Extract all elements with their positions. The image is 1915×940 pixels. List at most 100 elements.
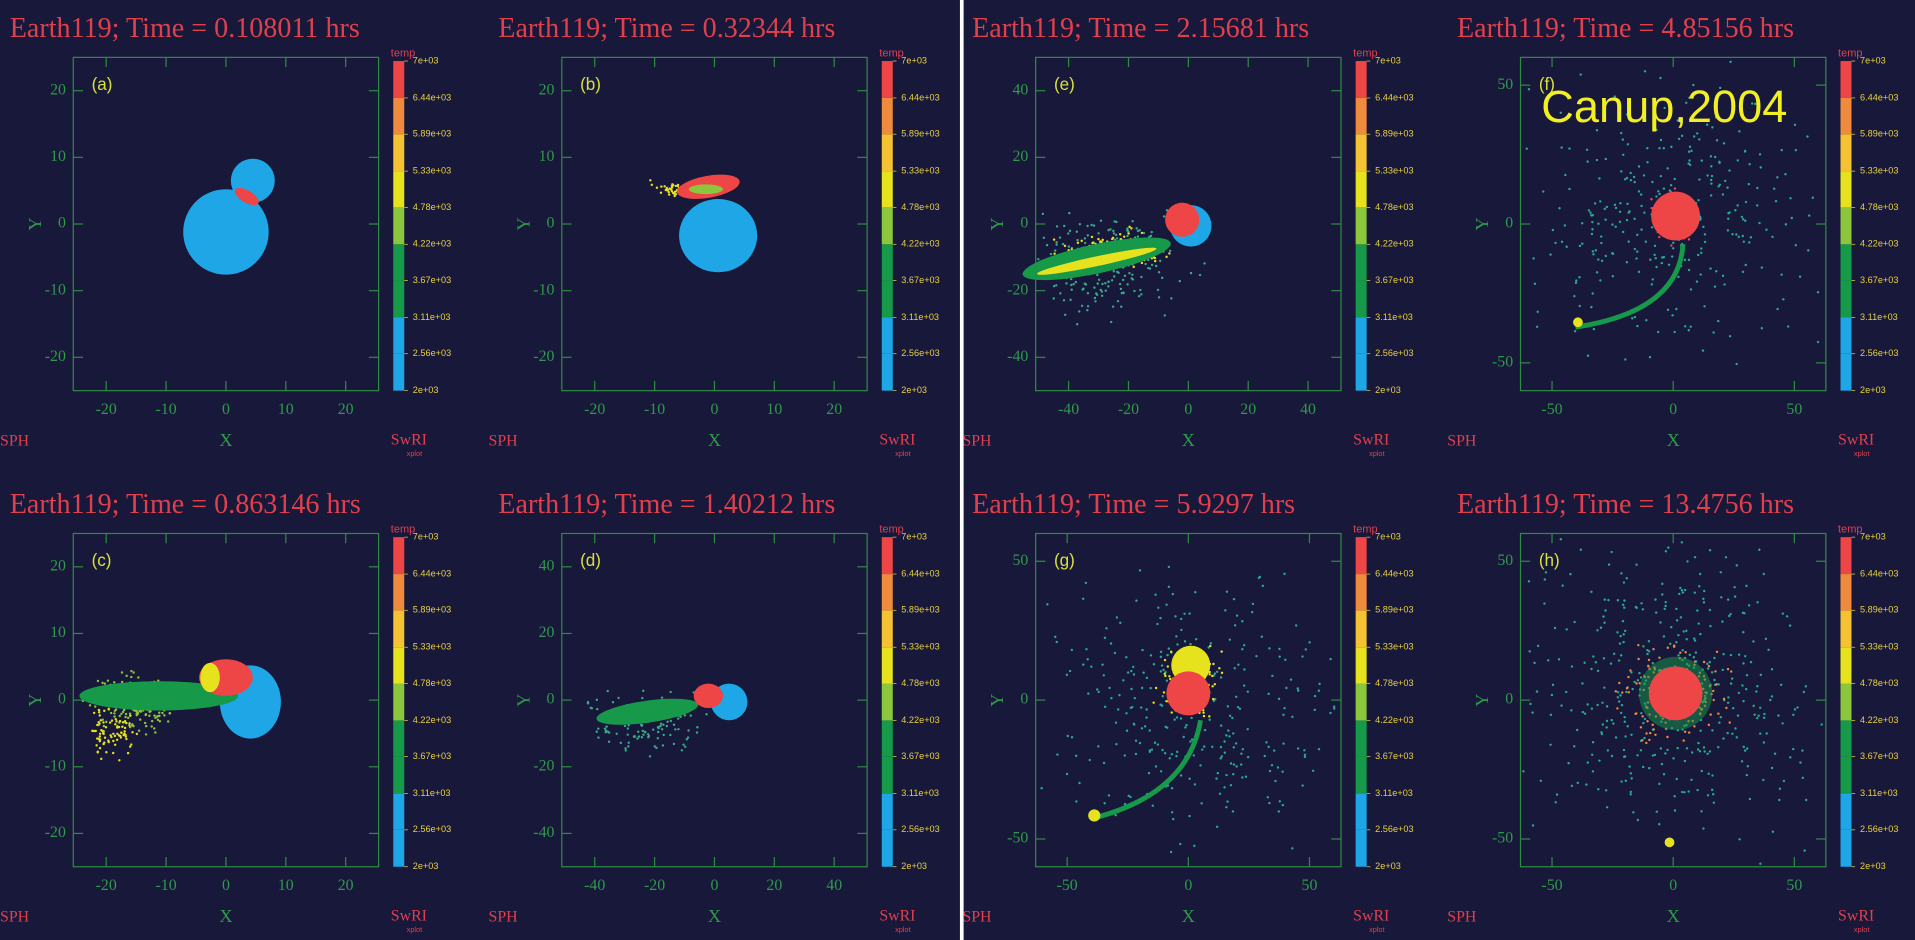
particle bbox=[1040, 787, 1043, 790]
particle bbox=[1107, 280, 1110, 283]
particle bbox=[1220, 671, 1224, 675]
colorbar-segment bbox=[1840, 61, 1852, 98]
particle bbox=[1163, 658, 1167, 662]
particle bbox=[1232, 732, 1235, 735]
particle bbox=[1648, 738, 1651, 742]
particle bbox=[1237, 663, 1240, 666]
colorbar-segment bbox=[881, 244, 893, 281]
particle bbox=[1549, 713, 1553, 717]
particle bbox=[1756, 684, 1759, 688]
x-tick-label: -10 bbox=[155, 877, 176, 894]
particle bbox=[1140, 231, 1144, 235]
x-tick-label: 20 bbox=[826, 401, 842, 418]
particle bbox=[1153, 741, 1157, 744]
particle bbox=[1622, 581, 1626, 584]
particle bbox=[112, 732, 115, 736]
colorbar-label: 3.67e+03 bbox=[413, 275, 451, 285]
particle bbox=[1655, 128, 1658, 132]
hot-zone bbox=[200, 662, 220, 693]
particle bbox=[1065, 673, 1069, 677]
particle bbox=[1620, 703, 1624, 707]
particle bbox=[1709, 713, 1712, 716]
x-tick-label: 10 bbox=[278, 401, 294, 418]
particle bbox=[1055, 243, 1058, 246]
particle bbox=[1696, 132, 1699, 135]
particle bbox=[1140, 261, 1144, 265]
particle bbox=[1211, 685, 1214, 688]
particle bbox=[1150, 748, 1154, 751]
particle bbox=[1728, 614, 1731, 618]
particle bbox=[1631, 317, 1634, 320]
particle bbox=[1113, 220, 1116, 223]
particle bbox=[1086, 305, 1090, 308]
particle bbox=[1154, 259, 1157, 263]
particle bbox=[121, 710, 125, 714]
particle bbox=[1112, 275, 1116, 278]
panel-title: Earth119; Time = 0.32344 hrs bbox=[498, 13, 835, 44]
particle bbox=[1686, 560, 1689, 563]
stream bbox=[1575, 244, 1686, 330]
particle bbox=[1130, 669, 1133, 673]
particle bbox=[664, 188, 668, 192]
particle bbox=[1586, 354, 1590, 357]
particle bbox=[136, 711, 140, 715]
particle bbox=[1712, 689, 1715, 693]
particle bbox=[1052, 284, 1056, 288]
particle bbox=[1573, 620, 1576, 624]
colorbar-label: 4.22e+03 bbox=[1860, 715, 1898, 725]
particle bbox=[605, 725, 608, 728]
particle bbox=[1056, 753, 1059, 756]
particle bbox=[1718, 721, 1721, 724]
particle bbox=[1303, 749, 1306, 752]
colorbar-label: 4.22e+03 bbox=[1375, 239, 1413, 249]
particle bbox=[1696, 609, 1699, 612]
particle bbox=[113, 712, 116, 715]
colorbar-segment bbox=[1355, 574, 1367, 611]
particle bbox=[130, 669, 133, 673]
particle bbox=[1643, 736, 1646, 740]
x-tick-label: -20 bbox=[644, 877, 665, 894]
particle bbox=[1553, 626, 1557, 630]
particle bbox=[1128, 225, 1131, 229]
particle bbox=[1115, 616, 1119, 619]
particle bbox=[1065, 772, 1069, 776]
colorbar-label: 2e+03 bbox=[1860, 861, 1886, 871]
hot-zone bbox=[1651, 191, 1701, 241]
x-tick-label: -20 bbox=[1118, 401, 1139, 418]
particle bbox=[1748, 162, 1751, 166]
particle bbox=[1645, 741, 1648, 745]
colorbar-label: 3.67e+03 bbox=[413, 751, 451, 761]
particle bbox=[1241, 776, 1244, 779]
particle bbox=[116, 732, 119, 736]
footer-right: SwRI bbox=[1838, 431, 1874, 448]
particle bbox=[1677, 633, 1680, 637]
particle bbox=[1301, 784, 1304, 787]
particle bbox=[1599, 626, 1603, 629]
particle bbox=[101, 718, 104, 721]
particle bbox=[1702, 746, 1706, 749]
footer-left: SPH bbox=[962, 909, 991, 926]
particle bbox=[1726, 186, 1729, 189]
particle bbox=[1620, 170, 1623, 173]
particle bbox=[1643, 717, 1647, 721]
particle bbox=[1714, 670, 1717, 673]
particle bbox=[1676, 746, 1679, 750]
particle bbox=[1301, 655, 1304, 658]
particle bbox=[102, 724, 106, 728]
particle bbox=[1626, 143, 1630, 146]
particle bbox=[650, 183, 654, 187]
particle bbox=[1646, 161, 1649, 164]
particle bbox=[112, 739, 115, 743]
particle bbox=[1145, 716, 1148, 719]
particle bbox=[1740, 215, 1744, 219]
particle bbox=[1189, 740, 1192, 743]
particle bbox=[1688, 145, 1692, 148]
particle bbox=[1748, 241, 1751, 244]
particle bbox=[1583, 712, 1587, 715]
particle bbox=[1736, 159, 1740, 162]
particle bbox=[1169, 677, 1172, 681]
particle bbox=[158, 720, 162, 723]
particle bbox=[1668, 114, 1671, 118]
particle bbox=[1068, 669, 1072, 673]
y-axis-label: Y bbox=[513, 694, 533, 707]
